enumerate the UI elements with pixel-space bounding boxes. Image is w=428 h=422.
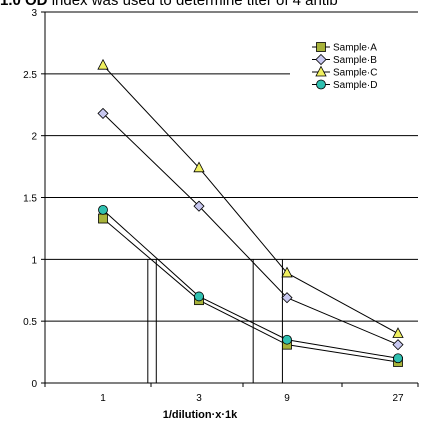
point-1-2 xyxy=(281,292,293,304)
series-group xyxy=(97,58,404,367)
series-2 xyxy=(97,58,404,338)
point-2-2 xyxy=(281,266,293,278)
point-2-1 xyxy=(193,161,205,173)
legend-item-3[interactable]: Sample·D xyxy=(312,79,377,91)
legend-label-3: Sample·D xyxy=(333,80,377,91)
legend-label-0: Sample·A xyxy=(333,43,377,54)
series-line-2 xyxy=(102,64,399,334)
legend-label-1: Sample·B xyxy=(333,55,377,66)
legend-marker-3 xyxy=(316,79,326,90)
x-tick-label-2: 9 xyxy=(284,393,290,404)
legend-marker-1 xyxy=(315,53,327,66)
x-axis-label: 1/dilution·x·1k xyxy=(163,409,238,421)
tick-labels: 0 0.5 1 1.5 2 2.5 3 1 3 9 27 xyxy=(23,8,404,404)
y-tick-label-0: 0 xyxy=(31,379,37,390)
series-1 xyxy=(97,107,404,351)
y-tick-label-1: 0.5 xyxy=(23,317,37,328)
x-tick-label-1: 3 xyxy=(196,393,202,404)
series-line-3 xyxy=(102,209,399,359)
point-2-0 xyxy=(97,58,109,70)
chart-title: 1.0 OD index was used to determine titer… xyxy=(0,0,428,10)
legend-item-2[interactable]: Sample·C xyxy=(312,65,377,79)
y-tick-label-5: 2.5 xyxy=(23,70,37,81)
series-line-1 xyxy=(102,113,399,346)
point-3-2 xyxy=(282,334,292,345)
series-0 xyxy=(98,213,403,367)
y-tick-label-2: 1 xyxy=(31,255,37,266)
threshold-drop-lines xyxy=(147,259,283,383)
axes xyxy=(41,11,419,387)
series-3 xyxy=(98,204,403,364)
x-tick-label-0: 1 xyxy=(100,393,106,404)
chart-title-bold: 1.0 OD xyxy=(0,0,48,9)
chart-title-rest: index was used to determine titer of 4 a… xyxy=(47,0,338,9)
point-0-0 xyxy=(98,213,108,224)
gridlines xyxy=(45,11,418,322)
legend-label-2: Sample·C xyxy=(333,68,377,79)
point-1-3 xyxy=(392,339,404,351)
point-1-0 xyxy=(97,107,109,119)
y-tick-label-4: 2 xyxy=(31,132,37,143)
point-3-0 xyxy=(98,204,108,215)
legend-marker-2 xyxy=(315,65,327,77)
legend-item-0[interactable]: Sample·A xyxy=(312,42,377,54)
series-line-0 xyxy=(102,218,399,363)
legend-item-1[interactable]: Sample·B xyxy=(312,53,377,67)
point-3-1 xyxy=(194,291,204,302)
point-3-3 xyxy=(393,353,403,364)
point-2-3 xyxy=(392,327,404,338)
y-tick-label-6: 3 xyxy=(31,8,37,19)
x-tick-label-3: 27 xyxy=(392,393,404,404)
y-tick-label-3: 1.5 xyxy=(23,194,37,205)
point-1-1 xyxy=(193,200,205,212)
legend-marker-0 xyxy=(316,42,326,52)
